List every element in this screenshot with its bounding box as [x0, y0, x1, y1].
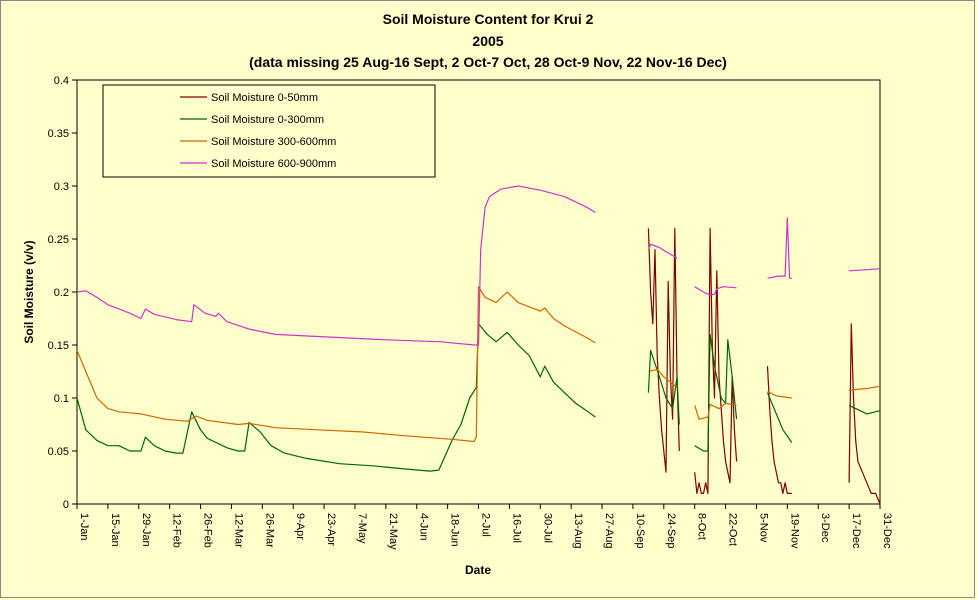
- x-tick-label: 15-Jan: [109, 513, 121, 547]
- x-tick-label: 18-Jun: [449, 513, 461, 547]
- y-tick-label: 0.1: [54, 393, 69, 405]
- series-2-segment-3: [694, 333, 738, 452]
- series-1-segment-4: [848, 323, 881, 505]
- legend-box: [102, 84, 436, 178]
- y-tick-label: 0.25: [48, 234, 69, 246]
- legend-label: Soil Moisture 300-600mm: [211, 136, 336, 148]
- series-lines: [76, 185, 881, 505]
- series-4-segment-4: [767, 217, 792, 279]
- x-tick-label: 12-Feb: [171, 513, 183, 548]
- x-tick-label: 8-Oct: [696, 513, 708, 540]
- series-2-segment-2: [647, 349, 680, 425]
- x-tick-label: 26-Mar: [263, 513, 275, 548]
- series-4-segment-1: [76, 185, 596, 346]
- x-tick-label: 7-May: [356, 513, 368, 544]
- chart-note: (data missing 25 Aug-16 Sept, 2 Oct-7 Oc…: [249, 54, 727, 70]
- series-3-segment-2: [648, 368, 678, 388]
- series-1-segment-3: [766, 366, 792, 494]
- x-tick-label: 3-Dec: [819, 513, 831, 543]
- y-axis-label: Soil Moisture (v/v): [22, 240, 36, 343]
- series-2-segment-1: [76, 323, 596, 472]
- legend-label: Soil Moisture 0-300mm: [211, 114, 324, 126]
- legend-label: Soil Moisture 600-900mm: [211, 158, 336, 170]
- series-2-segment-4: [766, 392, 793, 443]
- legend: Soil Moisture 0-50mm Soil Moisture 0-300m…: [102, 84, 436, 178]
- series-3-segment-5: [849, 385, 881, 392]
- series-3-segment-3: [694, 402, 737, 420]
- x-tick-label: 4-Jun: [418, 513, 430, 541]
- x-tick-label: 30-Jul: [541, 513, 553, 543]
- x-tick-label: 16-Jul: [510, 513, 522, 543]
- y-tick-label: 0.3: [54, 181, 69, 193]
- chart-subtitle: 2005: [472, 33, 503, 49]
- x-tick-label: 5-Nov: [757, 513, 769, 543]
- y-tick-label: 0.2: [54, 287, 69, 299]
- legend-label: Soil Moisture 0-50mm: [211, 92, 318, 104]
- x-tick-label: 19-Nov: [788, 513, 800, 549]
- x-tick-label: 9-Apr: [294, 513, 306, 540]
- x-tick-label: 2-Jul: [480, 513, 492, 537]
- y-tick-label: 0.05: [48, 446, 69, 458]
- x-tick-label: 21-May: [387, 513, 399, 550]
- x-tick-label: 26-Feb: [202, 513, 214, 548]
- x-tick-label: 1-Jan: [78, 513, 90, 541]
- series-1-segment-2: [694, 227, 738, 494]
- series-3-segment-4: [767, 391, 792, 399]
- series-4-segment-5: [849, 268, 881, 272]
- y-tick-label: 0: [63, 499, 69, 511]
- chart-title: Soil Moisture Content for Krui 2: [383, 11, 594, 27]
- x-tick-label: 31-Dec: [881, 513, 893, 549]
- y-tick-label: 0.4: [54, 75, 69, 87]
- x-axis-label: Date: [465, 563, 491, 577]
- x-tick-label: 10-Sep: [634, 513, 646, 548]
- series-3-segment-1: [76, 286, 596, 443]
- x-tick-label: 17-Dec: [850, 513, 862, 549]
- y-tick-label: 0.35: [48, 128, 69, 140]
- x-axis: 1-Jan 15-Jan 29-Jan 12-Feb 26-Feb 12-Mar 26-Ma…: [76, 504, 893, 550]
- series-4-segment-2: [647, 243, 678, 259]
- x-tick-label: 22-Oct: [727, 513, 739, 546]
- series-2-segment-5: [848, 404, 881, 415]
- series-4-segment-3: [694, 286, 737, 296]
- x-tick-label: 24-Sep: [665, 513, 677, 548]
- x-tick-label: 13-Aug: [572, 513, 584, 548]
- y-axis: 0 0.05 0.1 0.15 0.2 0.25 0.3 0.35 0.4: [48, 75, 77, 511]
- y-tick-label: 0.15: [48, 340, 69, 352]
- x-tick-label: 23-Apr: [325, 513, 337, 546]
- x-tick-label: 27-Aug: [603, 513, 615, 548]
- x-tick-label: 12-Mar: [232, 513, 244, 548]
- x-tick-label: 29-Jan: [140, 513, 152, 547]
- series-1-segment-1: [647, 227, 680, 473]
